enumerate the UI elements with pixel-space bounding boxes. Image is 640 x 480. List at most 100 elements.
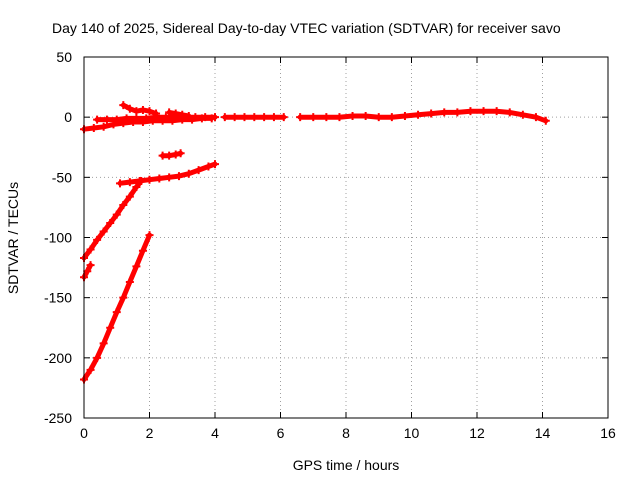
data-point [86, 245, 95, 254]
data-point [132, 182, 141, 191]
axes: 0 2 4 6 8 10 12 14 16 50 0 -50 -100 -150 -200 -250 [44, 49, 616, 441]
data-point [145, 175, 154, 184]
data-point [178, 110, 187, 119]
data-point [119, 201, 128, 210]
data-point [125, 178, 134, 187]
data-point [165, 151, 174, 160]
data-point [93, 235, 102, 244]
series-G [158, 149, 185, 160]
data-point [492, 107, 501, 116]
data-point [125, 104, 134, 113]
data-point [269, 113, 278, 122]
y-tick-label: 0 [64, 109, 72, 125]
data-point [142, 114, 151, 123]
x-tick-label: 6 [277, 425, 285, 441]
data-point [211, 113, 219, 122]
data-point [250, 113, 259, 122]
x-tick-label: 0 [80, 425, 88, 441]
chart-title: Day 140 of 2025, Sidereal Day-to-day VTE… [52, 20, 561, 36]
data-point [132, 107, 141, 116]
data-point [161, 113, 170, 122]
series-line [81, 178, 144, 261]
data-point [99, 339, 108, 348]
data-point [541, 116, 550, 125]
data-point [171, 150, 180, 159]
data-point [106, 219, 115, 228]
data-point [86, 365, 95, 374]
data-point [176, 149, 185, 158]
data-point [89, 123, 98, 132]
data-point [145, 231, 154, 240]
data-point [191, 113, 200, 122]
series-E [220, 113, 288, 122]
series-K [80, 231, 154, 384]
data-point [125, 192, 134, 201]
data-point [531, 113, 540, 122]
data-point [145, 107, 154, 116]
data-point [112, 210, 121, 219]
data-point [165, 173, 174, 182]
data-point [400, 111, 409, 120]
x-tick-label: 16 [600, 425, 616, 441]
data-point [479, 107, 488, 116]
x-tick-label: 12 [469, 425, 485, 441]
data-point [184, 169, 193, 178]
data-point [230, 113, 239, 122]
data-point [387, 113, 396, 122]
data-point [102, 115, 111, 124]
data-point [211, 160, 219, 169]
y-axis-label: SDTVAR / TECUs [5, 182, 21, 294]
data-point [374, 113, 383, 122]
data-point [453, 108, 462, 117]
series-H [116, 160, 219, 188]
data-point [348, 111, 357, 120]
x-tick-label: 14 [535, 425, 551, 441]
data-point [122, 114, 131, 123]
data-point [322, 113, 331, 122]
data-point [505, 108, 514, 117]
data-point [132, 262, 141, 271]
data-point [204, 162, 213, 171]
series-D [165, 108, 193, 120]
data-point [152, 109, 161, 118]
x-tick-label: 4 [211, 425, 219, 441]
data-point [201, 113, 210, 122]
data-point [171, 109, 180, 118]
data-point [138, 246, 147, 255]
data-point [137, 176, 146, 185]
data-point [518, 110, 527, 119]
data-point [414, 110, 423, 119]
data-point [155, 174, 164, 183]
data-point [260, 113, 269, 122]
data-point [309, 113, 318, 122]
x-tick-label: 10 [404, 425, 420, 441]
data-point [99, 227, 108, 236]
y-tick-label: -150 [44, 290, 72, 306]
data-point [440, 108, 449, 117]
series-I [80, 176, 146, 262]
data-point [99, 122, 108, 131]
data-point [106, 323, 115, 332]
data-point [112, 115, 121, 124]
series-J [80, 261, 95, 282]
data-point [119, 101, 128, 110]
series-C [119, 101, 161, 118]
data-point [220, 113, 229, 122]
data-point [132, 114, 141, 123]
data-point [361, 111, 370, 120]
plot-frame [83, 56, 609, 419]
data-point [279, 113, 288, 122]
y-tick-label: -100 [44, 230, 72, 246]
data-point [86, 261, 95, 270]
data-point [119, 293, 128, 302]
data-point [296, 113, 305, 122]
data-point [138, 105, 147, 114]
data-point [240, 113, 249, 122]
data-point [174, 172, 183, 181]
data-point [165, 108, 174, 117]
data-point [335, 113, 344, 122]
y-tick-label: -50 [52, 169, 72, 185]
data-point [112, 308, 121, 317]
